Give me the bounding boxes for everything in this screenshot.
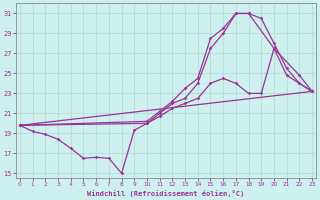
X-axis label: Windchill (Refroidissement éolien,°C): Windchill (Refroidissement éolien,°C) (87, 190, 245, 197)
